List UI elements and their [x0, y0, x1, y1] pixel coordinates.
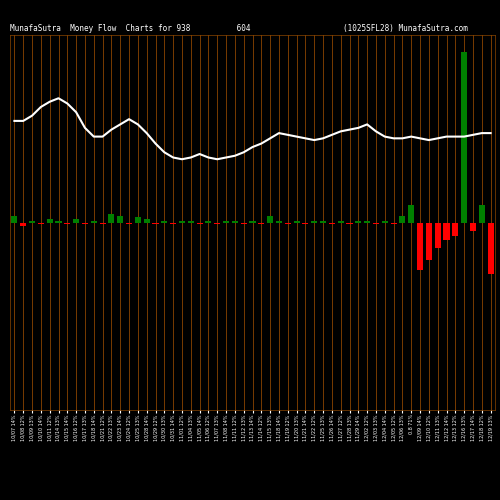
Bar: [82, 222, 88, 224]
Bar: [223, 221, 229, 222]
Bar: [188, 221, 194, 222]
Bar: [100, 222, 105, 224]
Bar: [302, 222, 308, 224]
Bar: [90, 221, 97, 222]
Bar: [320, 221, 326, 222]
Bar: [329, 222, 335, 224]
Bar: [232, 221, 238, 222]
Bar: [161, 221, 168, 222]
Bar: [434, 222, 441, 248]
Bar: [355, 221, 362, 222]
Bar: [179, 221, 185, 222]
Bar: [20, 222, 26, 226]
Bar: [284, 222, 291, 224]
Text: MunafaSutra  Money Flow  Charts for 938          604                    (1025SFL: MunafaSutra Money Flow Charts for 938 60…: [10, 24, 468, 33]
Bar: [478, 206, 485, 222]
Bar: [73, 219, 79, 222]
Bar: [346, 222, 352, 224]
Bar: [426, 222, 432, 260]
Bar: [135, 218, 141, 222]
Bar: [152, 222, 158, 224]
Bar: [294, 221, 300, 222]
Bar: [64, 222, 70, 224]
Bar: [390, 222, 396, 224]
Bar: [470, 222, 476, 231]
Bar: [400, 216, 406, 222]
Bar: [12, 216, 18, 222]
Bar: [338, 221, 344, 222]
Bar: [444, 222, 450, 240]
Bar: [38, 222, 44, 224]
Bar: [452, 222, 458, 236]
Bar: [126, 222, 132, 224]
Bar: [373, 222, 379, 224]
Bar: [56, 221, 62, 222]
Bar: [461, 52, 467, 222]
Bar: [417, 222, 423, 270]
Bar: [240, 222, 247, 224]
Bar: [258, 222, 264, 224]
Bar: [108, 214, 114, 222]
Bar: [214, 222, 220, 224]
Bar: [276, 221, 282, 222]
Bar: [29, 221, 35, 222]
Bar: [382, 221, 388, 222]
Bar: [311, 221, 318, 222]
Bar: [488, 222, 494, 274]
Bar: [46, 219, 53, 222]
Bar: [144, 219, 150, 222]
Bar: [196, 222, 202, 224]
Bar: [364, 221, 370, 222]
Bar: [206, 221, 212, 222]
Bar: [250, 221, 256, 222]
Bar: [170, 222, 176, 224]
Bar: [267, 216, 273, 222]
Bar: [408, 206, 414, 222]
Bar: [117, 216, 123, 222]
